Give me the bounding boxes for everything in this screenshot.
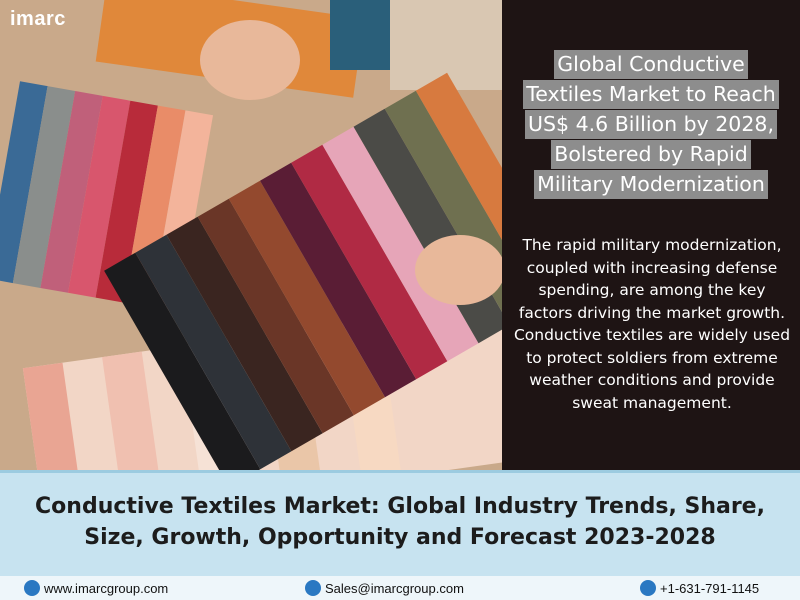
headline-line: Global Conductive <box>554 50 748 79</box>
text-panel: Global Conductive Textiles Market to Reac… <box>502 0 800 470</box>
headline-line: Textiles Market to Reach <box>523 80 779 109</box>
banner-title: Conductive Textiles Market: Global Indus… <box>35 494 765 550</box>
headline-line: Bolstered by Rapid <box>551 140 751 169</box>
fabric-photo <box>0 0 502 470</box>
banner: Conductive Textiles Market: Global Indus… <box>0 470 800 576</box>
email[interactable]: Sales@imarcgroup.com <box>325 580 464 596</box>
phone[interactable]: +1-631-791-1145 <box>660 580 760 596</box>
website[interactable]: www.imarcgroup.com <box>44 580 169 596</box>
headline-line: Military Modernization <box>534 170 768 199</box>
footer: www.imarcgroup.com Sales@imarcgroup.com … <box>0 576 800 600</box>
phone-item: +1-631-791-1145 <box>640 580 759 596</box>
headline: Global Conductive Textiles Market to Reac… <box>502 50 800 200</box>
headline-line: US$ 4.6 Billion by 2028, <box>525 110 777 139</box>
website-item: www.imarcgroup.com <box>24 580 168 596</box>
logo: imarc <box>10 8 66 30</box>
body-text: The rapid military modernization, couple… <box>513 236 791 412</box>
email-item: Sales@imarcgroup.com <box>305 580 464 596</box>
